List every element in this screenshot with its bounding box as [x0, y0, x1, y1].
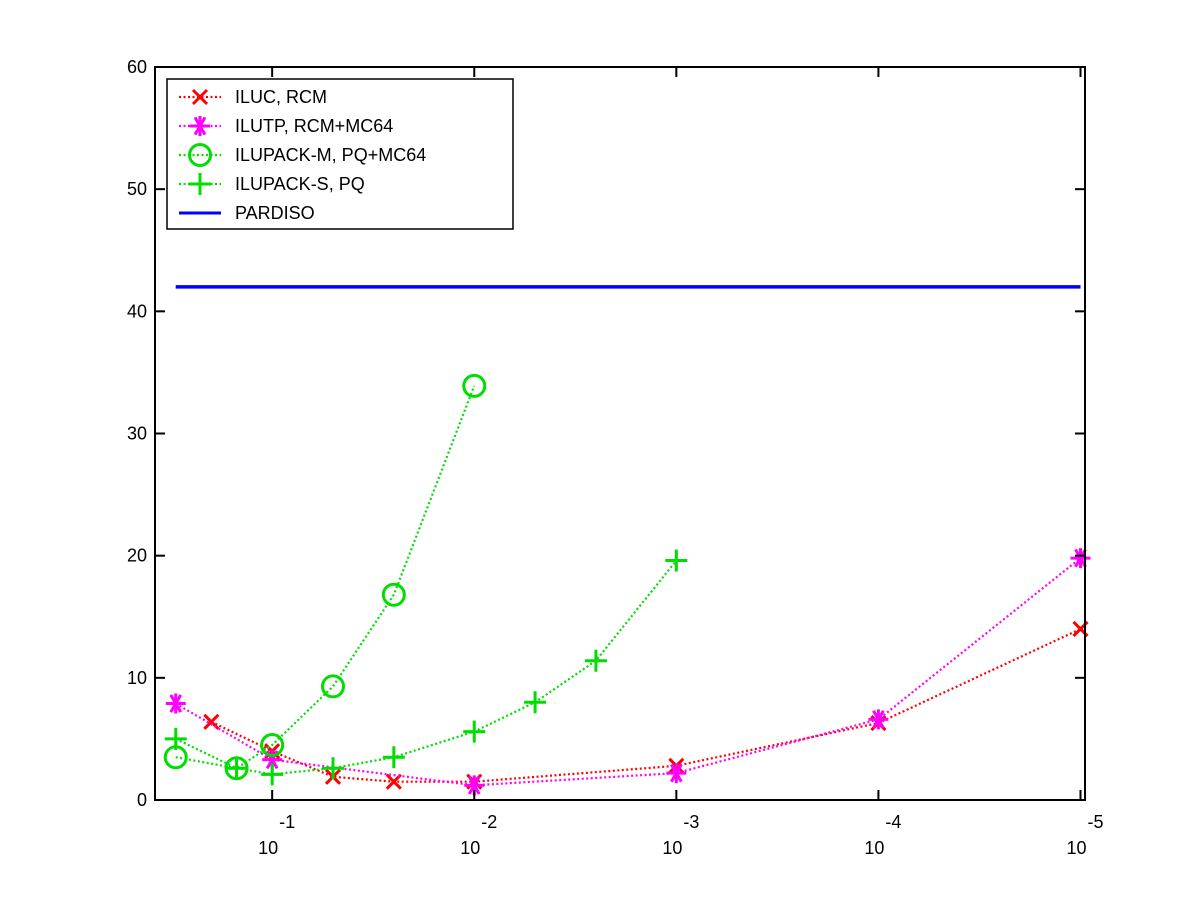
legend-entry-2-marker-ring: [188, 143, 212, 167]
legend-entry-2: ILUPACK-M, PQ+MC64: [179, 143, 426, 167]
y-tick-label-3: 30: [127, 424, 147, 444]
x-tick-exponent-2: -3: [683, 812, 699, 832]
series-2-point-5-ring: [462, 373, 487, 398]
legend-entry-1: ILUTP, RCM+MC64: [179, 116, 393, 136]
series-1: [165, 548, 1091, 796]
x-tick-exponent-0: -1: [279, 812, 295, 832]
legend-entry-1-label: ILUTP, RCM+MC64: [235, 116, 393, 136]
series-2-point-4-ring: [381, 582, 406, 607]
series-3-point-0: [164, 727, 187, 750]
series-3-point-2: [261, 763, 284, 786]
x-tick-base-3: 10: [864, 838, 884, 858]
series-2-point-3-ring: [320, 674, 345, 699]
legend-entry-3-label: ILUPACK-S, PQ: [235, 174, 365, 194]
series-1-line: [175, 557, 1082, 787]
series-3: [164, 549, 688, 786]
x-tick-base-2: 10: [662, 838, 682, 858]
y-tick-label-6: 60: [127, 57, 147, 77]
legend-entry-0-marker: [191, 88, 209, 106]
legend-entry-0-label: ILUC, RCM: [235, 87, 327, 107]
series-2-point-4: [381, 582, 406, 607]
x-tick-base-4: 10: [1066, 838, 1086, 858]
series-3-point-3: [321, 757, 344, 780]
series-3-point-8: [665, 549, 688, 572]
x-tick-base-1: 10: [460, 838, 480, 858]
series-0-point-3-stroke-b: [385, 773, 402, 790]
y-tick-label-2: 20: [127, 546, 147, 566]
series-2-point-2: [260, 733, 285, 758]
legend-entry-3-marker: [189, 173, 211, 195]
legend-entry-4: PARDISO: [179, 203, 315, 223]
series-3-point-4: [382, 746, 405, 769]
series-0-point-3: [385, 773, 402, 790]
legend-entry-0-marker-stroke-b: [191, 88, 209, 106]
y-tick-label-4: 40: [127, 301, 147, 321]
series-1-point-3: [666, 763, 687, 784]
y-tick-label-5: 50: [127, 179, 147, 199]
legend-entry-1-marker: [190, 116, 210, 136]
plot-series: [163, 285, 1091, 796]
x-tick-exponent-4: -5: [1087, 812, 1103, 832]
series-1-point-5: [1070, 548, 1091, 569]
y-tick-label-1: 10: [127, 668, 147, 688]
series-2-point-2-ring: [260, 733, 285, 758]
x-tick-exponent-3: -4: [885, 812, 901, 832]
series-3-point-5: [463, 720, 486, 743]
legend-entry-2-marker: [188, 143, 212, 167]
series-3-point-6: [524, 691, 547, 714]
legend-entry-2-label: ILUPACK-M, PQ+MC64: [235, 145, 426, 165]
series-1-point-2: [464, 775, 485, 796]
legend-entry-4-label: PARDISO: [235, 203, 315, 223]
series-2-point-5: [462, 373, 487, 398]
legend-entry-3: ILUPACK-S, PQ: [179, 173, 365, 195]
series-1-point-4: [868, 709, 889, 730]
legend: ILUC, RCM ILUTP, RCM+MC64 ILUPACK-M, PQ+MC…: [166, 78, 514, 230]
series-1-point-0: [165, 693, 186, 714]
legend-entry-0: ILUC, RCM: [179, 87, 327, 107]
series-0-point-0-stroke-b: [203, 713, 220, 730]
series-0-line: [210, 628, 1081, 783]
series-3-point-7: [584, 649, 607, 672]
y-tick-label-0: 0: [137, 790, 147, 810]
x-tick-exponent-1: -2: [481, 812, 497, 832]
series-2-point-3: [320, 674, 345, 699]
legend-box: [166, 78, 514, 230]
x-tick-base-0: 10: [258, 838, 278, 858]
series-3-point-1: [225, 757, 248, 780]
